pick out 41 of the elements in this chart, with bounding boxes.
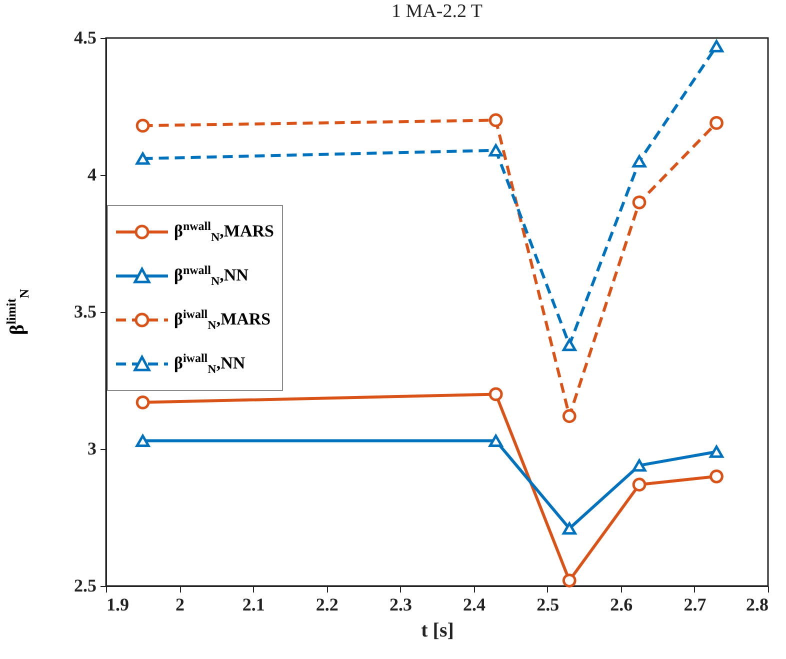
x-tick-label: 2.3: [389, 594, 412, 614]
point: [488, 434, 503, 447]
point: [136, 395, 150, 410]
point: [562, 409, 576, 424]
point: [710, 116, 724, 130]
x-tick-label: 2.1: [242, 594, 265, 614]
y-tick-label: 4: [88, 164, 96, 184]
legend-label: β$^{nwall}$$_{N}$,MARS: [174, 218, 274, 246]
x-tick-label: 1.9: [106, 594, 129, 614]
point: [632, 459, 646, 472]
point: [710, 446, 724, 458]
legend-label: β$^{iwall}$$_{N}$,NN: [174, 350, 246, 378]
point: [488, 113, 503, 128]
x-tick-label: 2.6: [610, 594, 633, 614]
point: [562, 574, 576, 588]
point: [136, 152, 150, 165]
point: [632, 195, 646, 210]
point: [710, 469, 724, 484]
x-axis-title: t [s]: [421, 620, 454, 642]
y-tick-label: 3.5: [74, 302, 96, 322]
point: [562, 338, 576, 352]
x-tick-label: 2.2: [316, 594, 338, 614]
point: [136, 118, 150, 133]
point: [562, 522, 576, 535]
legend-label: β$^{nwall}$$_{N}$,NN: [174, 262, 248, 290]
point: [136, 434, 150, 447]
point: [710, 40, 724, 52]
legend-label: β$^{iwall}$$_{N}$,MARS: [174, 306, 271, 334]
point: [632, 155, 646, 168]
x-tick-label: 2.5: [536, 594, 560, 614]
point: [632, 478, 646, 492]
y-tick-label: 3: [88, 438, 96, 458]
chart-title: 1 MA-2.2 T: [392, 1, 483, 22]
x-tick-label: 2.7: [684, 594, 706, 614]
y-tick-label: 2.5: [74, 576, 96, 596]
x-tick-label: 2.4: [463, 594, 486, 614]
x-tick-label: 2.8: [746, 594, 768, 614]
y-tick-label: 4.5: [74, 28, 96, 48]
point: [488, 144, 503, 157]
x-tick-label: 2: [176, 594, 185, 614]
point: [488, 387, 503, 402]
